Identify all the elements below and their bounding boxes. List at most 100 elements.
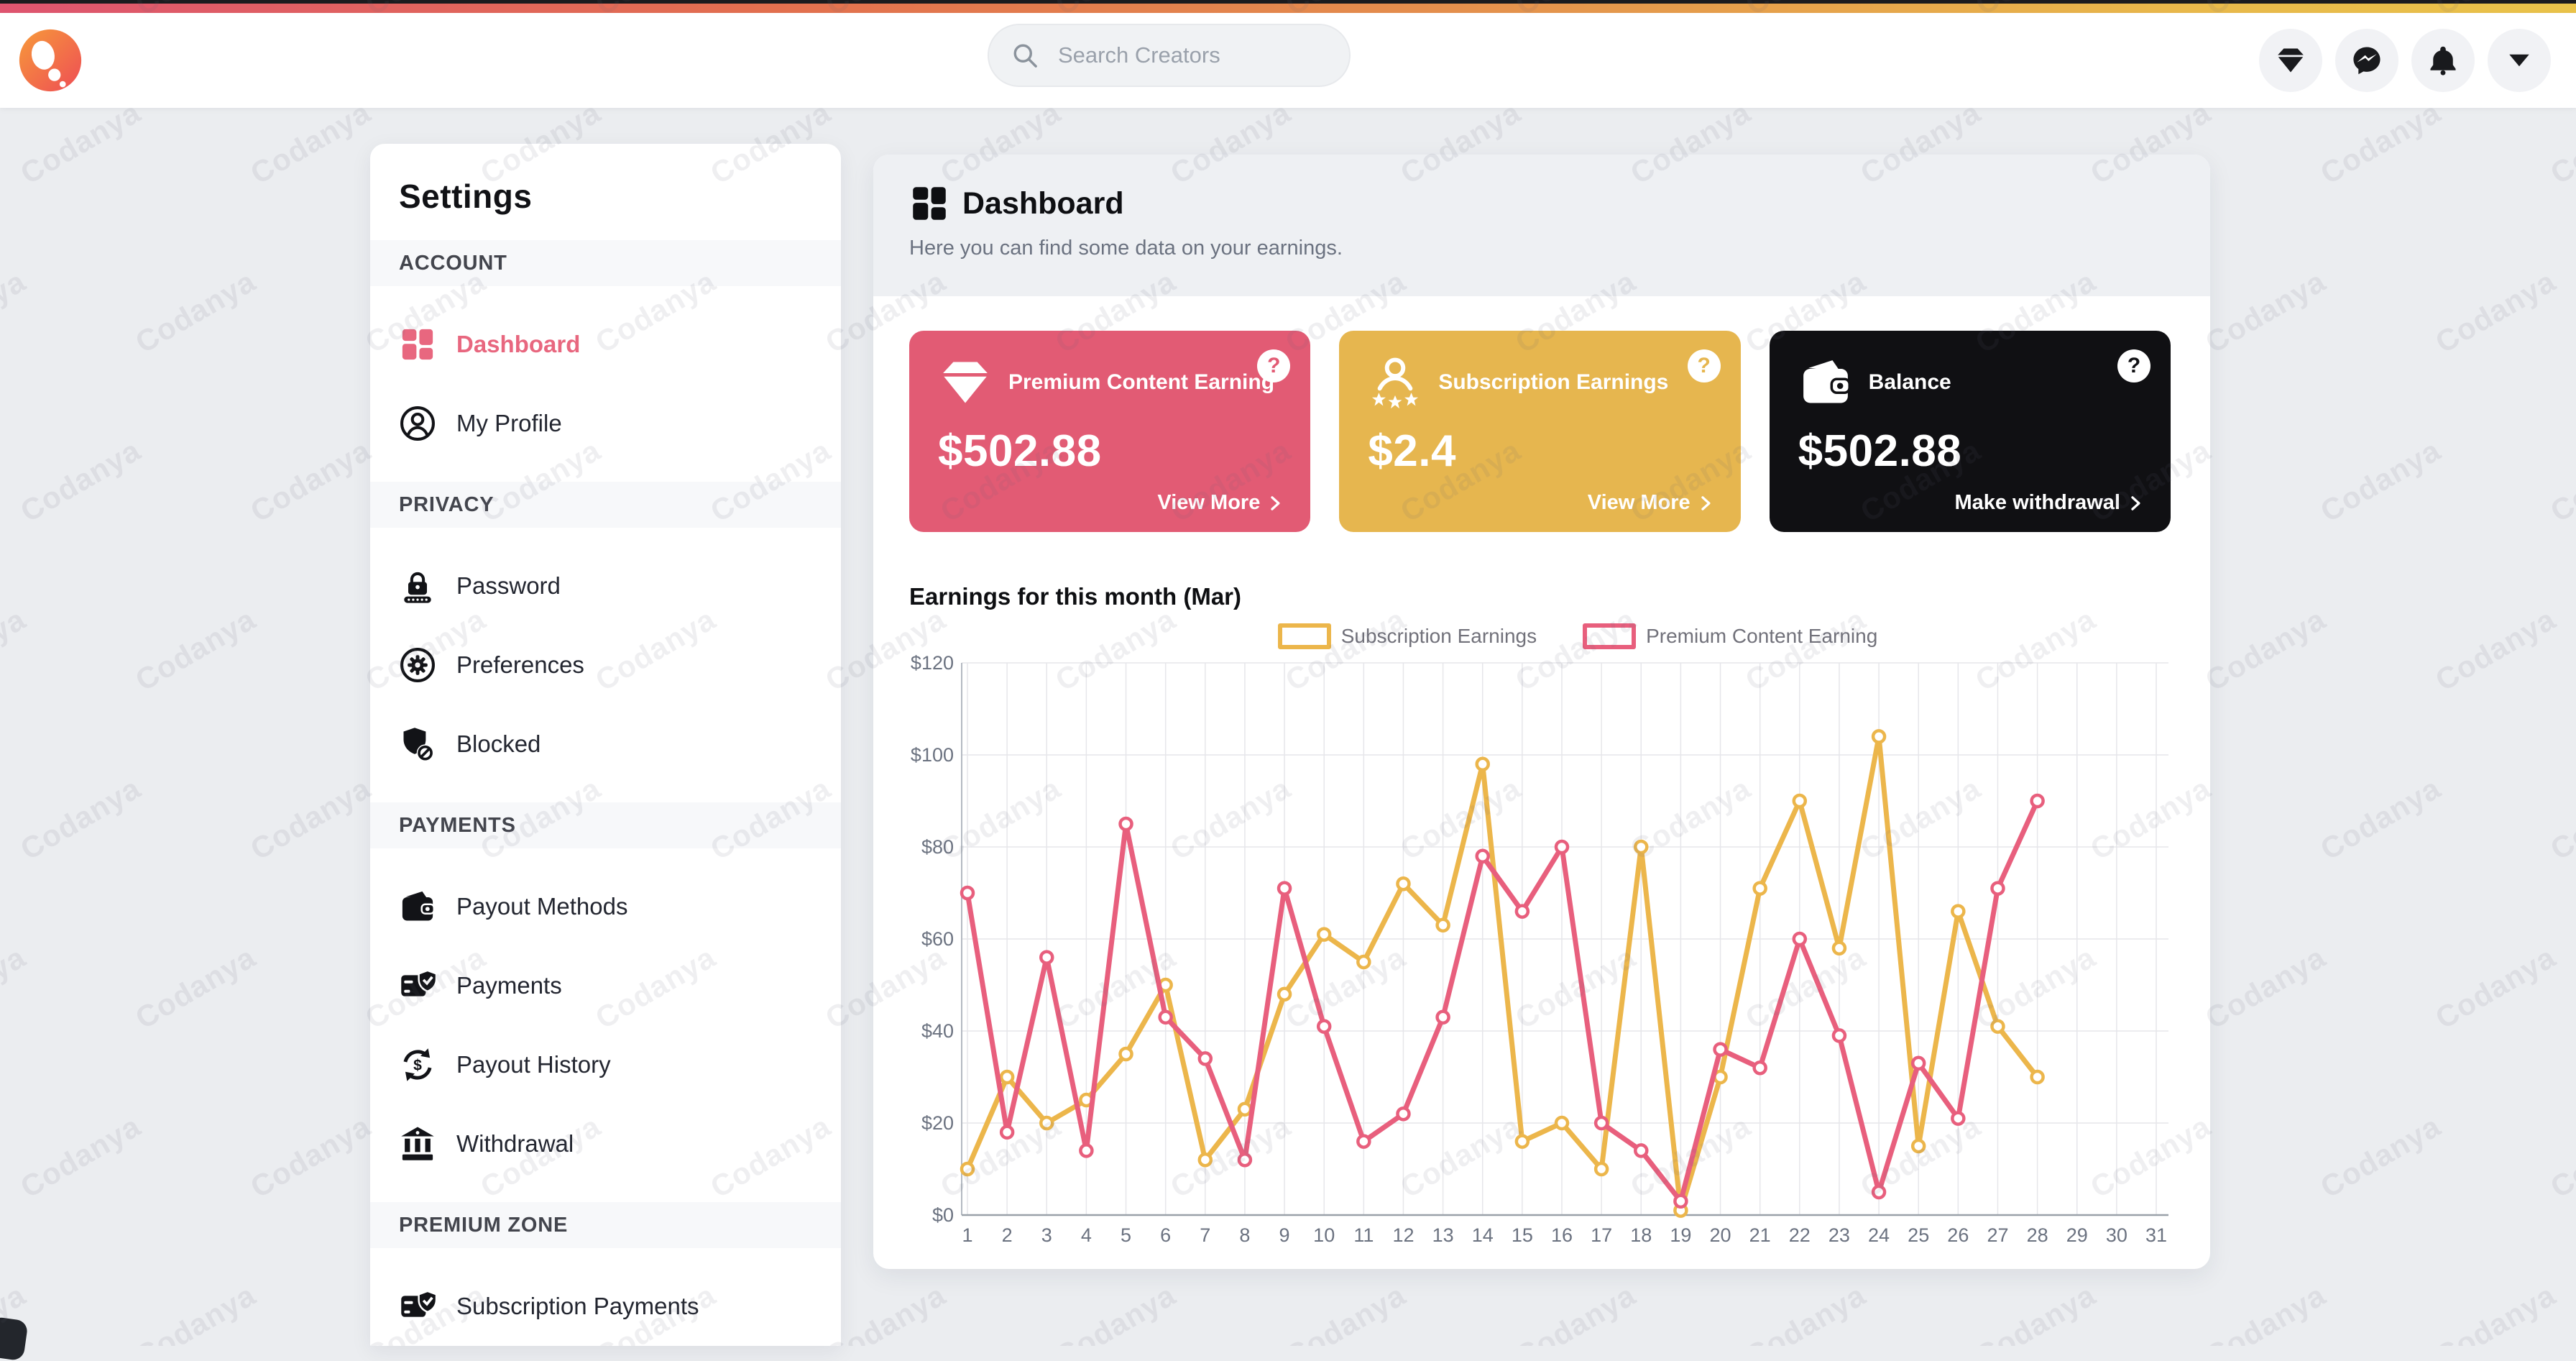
sidebar-section-premium-zone: PREMIUM ZONE xyxy=(370,1202,841,1248)
sidebar-item-payout-methods[interactable]: Payout Methods xyxy=(370,867,841,946)
svg-text:6: 6 xyxy=(1160,1224,1171,1246)
stat-cards: Premium Content Earning ? $502.88 View M… xyxy=(909,331,2171,532)
gem-icon xyxy=(938,355,993,410)
svg-text:23: 23 xyxy=(1828,1224,1850,1246)
gear-icon xyxy=(399,646,436,684)
sidebar-section-privacy: PRIVACY xyxy=(370,482,841,528)
svg-text:22: 22 xyxy=(1789,1224,1811,1246)
app-header xyxy=(0,13,2576,108)
svg-text:1: 1 xyxy=(962,1224,972,1246)
svg-text:4: 4 xyxy=(1081,1224,1092,1246)
window-top-edge xyxy=(0,0,2576,4)
svg-text:$40: $40 xyxy=(921,1020,954,1042)
svg-text:14: 14 xyxy=(1472,1224,1494,1246)
help-icon[interactable]: ? xyxy=(2117,349,2150,382)
wallet-icon xyxy=(1798,355,1853,410)
sidebar-item-preferences[interactable]: Preferences xyxy=(370,625,841,705)
legend-swatch xyxy=(1277,623,1331,649)
brand-gradient-bar xyxy=(0,4,2576,13)
help-icon[interactable]: ? xyxy=(1687,349,1721,382)
sidebar-item-dashboard[interactable]: Dashboard xyxy=(370,305,841,384)
app-logo[interactable] xyxy=(17,27,83,93)
payout-cycle-icon xyxy=(399,1046,436,1083)
svg-text:11: 11 xyxy=(1353,1224,1374,1246)
grid-icon xyxy=(399,326,436,363)
svg-text:31: 31 xyxy=(2145,1224,2167,1246)
corner-widget[interactable] xyxy=(0,1316,29,1361)
svg-text:13: 13 xyxy=(1432,1224,1454,1246)
svg-text:15: 15 xyxy=(1512,1224,1533,1246)
sidebar-section-payments: PAYMENTS xyxy=(370,802,841,848)
sidebar-item-my-profile[interactable]: My Profile xyxy=(370,384,841,463)
card-title: Subscription Earnings xyxy=(1438,370,1669,394)
legend-subscription-earnings: Subscription Earnings xyxy=(1277,623,1537,649)
svg-text:27: 27 xyxy=(1987,1224,2008,1246)
page-subtitle: Here you can find some data on your earn… xyxy=(909,237,1343,260)
svg-text:3: 3 xyxy=(1041,1224,1052,1246)
sidebar-item-password[interactable]: Password xyxy=(370,546,841,625)
card-shield-icon xyxy=(399,1288,436,1325)
lock-icon xyxy=(399,567,436,605)
messenger-icon xyxy=(2351,45,2383,76)
svg-text:26: 26 xyxy=(1947,1224,1969,1246)
chart-legend: Subscription Earnings Premium Content Ea… xyxy=(938,623,2217,649)
shield-block-icon xyxy=(399,725,436,763)
search-input[interactable] xyxy=(1057,42,1346,69)
settings-sidebar: Settings ACCOUNT Dashboard My Profile PRIVA… xyxy=(370,144,841,1346)
svg-text:24: 24 xyxy=(1868,1224,1890,1246)
card-title: Balance xyxy=(1868,370,1951,394)
dashboard-icon xyxy=(909,183,949,224)
svg-text:$80: $80 xyxy=(921,836,954,858)
svg-text:21: 21 xyxy=(1749,1224,1771,1246)
svg-text:7: 7 xyxy=(1200,1224,1210,1246)
svg-text:2: 2 xyxy=(1002,1224,1013,1246)
card-title: Premium Content Earning xyxy=(1008,370,1275,394)
svg-text:18: 18 xyxy=(1630,1224,1652,1246)
sidebar-item-blocked[interactable]: Blocked xyxy=(370,705,841,784)
search-bar[interactable] xyxy=(988,24,1351,87)
messages-button[interactable] xyxy=(2335,29,2398,92)
card-shield-icon xyxy=(399,967,436,1004)
svg-text:10: 10 xyxy=(1313,1224,1335,1246)
view-more-button[interactable]: View More xyxy=(1588,491,1715,515)
card-amount: $502.88 xyxy=(938,426,1102,476)
svg-text:$0: $0 xyxy=(932,1204,954,1226)
svg-text:16: 16 xyxy=(1551,1224,1573,1246)
svg-text:25: 25 xyxy=(1908,1224,1929,1246)
sidebar-section-account: ACCOUNT xyxy=(370,240,841,286)
page-title: Dashboard xyxy=(962,185,1124,221)
svg-text:$60: $60 xyxy=(921,928,954,950)
dashboard-header: Dashboard Here you can find some data on… xyxy=(873,155,2210,296)
gem-icon xyxy=(2275,45,2306,76)
bank-icon xyxy=(399,1125,436,1163)
svg-text:$120: $120 xyxy=(911,652,954,674)
help-icon[interactable]: ? xyxy=(1257,349,1291,382)
sidebar-item-payout-history[interactable]: Payout History xyxy=(370,1025,841,1104)
legend-premium-content-earning: Premium Content Earning xyxy=(1583,623,1877,649)
user-circle-icon xyxy=(399,405,436,442)
subscription-earnings-card: Subscription Earnings ? $2.4 View More xyxy=(1339,331,1741,532)
premium-earning-card: Premium Content Earning ? $502.88 View M… xyxy=(909,331,1311,532)
svg-text:5: 5 xyxy=(1121,1224,1131,1246)
svg-text:20: 20 xyxy=(1710,1224,1731,1246)
svg-text:28: 28 xyxy=(2027,1224,2048,1246)
premium-button[interactable] xyxy=(2259,29,2322,92)
sidebar-item-withdrawal[interactable]: Withdrawal xyxy=(370,1104,841,1183)
card-amount: $502.88 xyxy=(1798,426,1962,476)
make-withdrawal-button[interactable]: Make withdrawal xyxy=(1955,491,2145,515)
search-icon xyxy=(1009,40,1041,71)
chevron-right-icon xyxy=(1266,494,1284,513)
svg-text:$100: $100 xyxy=(911,744,954,766)
svg-text:12: 12 xyxy=(1392,1224,1414,1246)
view-more-button[interactable]: View More xyxy=(1157,491,1284,515)
sidebar-item-payments[interactable]: Payments xyxy=(370,946,841,1025)
account-menu-button[interactable] xyxy=(2488,29,2551,92)
svg-text:17: 17 xyxy=(1591,1224,1612,1246)
wallet-icon xyxy=(399,888,436,925)
dashboard-panel: Dashboard Here you can find some data on… xyxy=(873,155,2210,1269)
chevron-right-icon xyxy=(2126,494,2145,513)
notifications-button[interactable] xyxy=(2411,29,2475,92)
chart-title: Earnings for this month (Mar) xyxy=(909,583,1241,610)
sidebar-item-subscription-payments[interactable]: Subscription Payments xyxy=(370,1267,841,1346)
